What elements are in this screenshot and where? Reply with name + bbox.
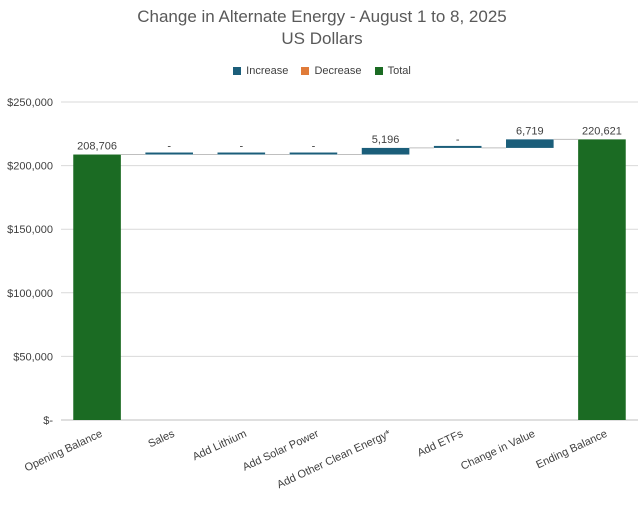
y-tick-label: $50,000 — [13, 351, 53, 363]
data-label: 220,621 — [582, 125, 622, 137]
bar-2 — [217, 152, 266, 155]
x-tick-label: Ending Balance — [534, 428, 609, 471]
legend-label-decrease: Decrease — [314, 65, 362, 77]
legend-item-decrease: Decrease — [301, 65, 362, 77]
bar-5 — [433, 145, 482, 148]
data-label: - — [456, 134, 460, 146]
data-label: 208,706 — [77, 141, 117, 153]
y-tick-label: $250,000 — [7, 97, 53, 109]
x-tick-label: Change in Value — [459, 428, 537, 473]
bar-3 — [289, 152, 338, 155]
data-label: - — [239, 141, 243, 153]
data-label: 6,719 — [516, 125, 544, 137]
bar-0 — [73, 154, 121, 420]
y-tick-label: $100,000 — [7, 288, 53, 300]
legend-swatch-increase — [233, 67, 242, 75]
bar-1 — [145, 152, 193, 155]
x-tick-label: Add ETFs — [416, 428, 466, 460]
data-label: 5,196 — [372, 134, 400, 146]
y-tick-label: $150,000 — [7, 224, 53, 236]
chart-subtitle: US Dollars — [281, 29, 363, 48]
x-tick-label: Add Other Clean Energy* — [275, 428, 393, 492]
data-label: - — [312, 141, 316, 153]
legend-label-total: Total — [387, 65, 411, 77]
x-tick-label: Sales — [146, 428, 176, 451]
bar-7 — [578, 139, 626, 420]
chart-legend: Increase Decrease Total — [0, 65, 644, 78]
legend-label-increase: Increase — [246, 65, 289, 77]
legend-swatch-total — [374, 67, 383, 75]
legend-item-increase: Increase — [233, 65, 288, 77]
chart-title: Change in Alternate Energy - August 1 to… — [137, 7, 507, 26]
x-tick-label: Add Lithium — [191, 428, 249, 463]
bar-6 — [506, 139, 554, 148]
data-label: - — [167, 141, 171, 153]
legend-swatch-decrease — [301, 67, 310, 75]
y-tick-label: $- — [43, 415, 53, 427]
chart-title-block: Change in Alternate Energy - August 1 to… — [0, 6, 644, 50]
x-tick-label: Opening Balance — [23, 428, 105, 475]
y-tick-label: $200,000 — [7, 161, 53, 173]
legend-item-total: Total — [374, 65, 411, 77]
bar-4 — [361, 147, 410, 155]
